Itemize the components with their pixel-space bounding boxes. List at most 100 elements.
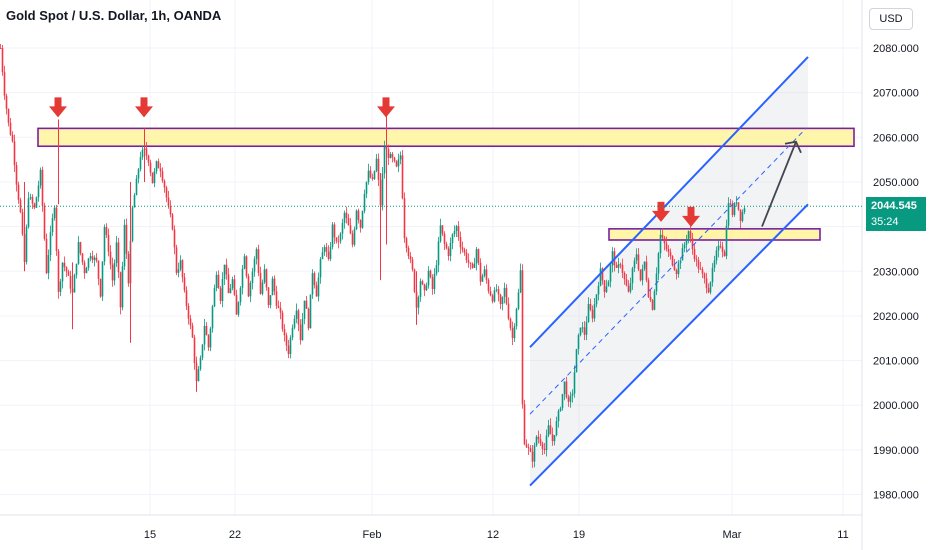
- candle-body: [697, 260, 700, 269]
- candle-body: [513, 326, 516, 339]
- candle-body: [403, 198, 406, 239]
- candle-body: [413, 269, 416, 292]
- candle-body: [553, 435, 556, 442]
- candle-body: [231, 279, 234, 289]
- candle-body: [51, 218, 54, 233]
- candle-body: [269, 295, 272, 306]
- candle-body: [125, 224, 128, 254]
- candle-body: [693, 249, 696, 260]
- candle-body: [363, 193, 366, 212]
- candle-body: [49, 232, 52, 256]
- candle-body: [687, 231, 690, 240]
- candle-body: [5, 95, 8, 109]
- candle-body: [743, 208, 746, 212]
- candle-body: [11, 134, 14, 142]
- candle-body: [657, 253, 660, 274]
- candle-body: [701, 269, 704, 274]
- candle-body: [581, 327, 584, 329]
- candle-body: [271, 278, 274, 296]
- candle-body: [265, 269, 268, 288]
- candle-body: [351, 233, 354, 245]
- channel-shade: [530, 56, 808, 486]
- candle-body: [727, 203, 730, 226]
- candle-body: [709, 282, 712, 293]
- candle-body: [257, 249, 260, 273]
- candle-body: [449, 242, 452, 256]
- candle-body: [77, 242, 80, 264]
- candle-body: [533, 445, 536, 462]
- projection-arrow-line: [761, 141, 797, 227]
- currency-button[interactable]: USD: [869, 8, 913, 30]
- y-tick-label: 2080.000: [873, 43, 919, 55]
- candle-body: [291, 327, 294, 338]
- candle-body: [577, 335, 580, 350]
- bar-countdown: 35:24: [871, 216, 899, 228]
- candle-body: [211, 306, 214, 329]
- candle-body: [357, 210, 360, 221]
- candle-body: [689, 231, 692, 239]
- candle-body: [187, 305, 190, 319]
- candle-body: [175, 247, 178, 273]
- candle-body: [89, 256, 92, 259]
- candle-body: [717, 245, 720, 251]
- candle-body: [451, 234, 454, 243]
- candle-body: [433, 273, 436, 290]
- candle-body: [441, 225, 444, 234]
- candle-body: [523, 404, 526, 445]
- down-arrow-marker-icon: [682, 206, 700, 227]
- candle-body: [83, 262, 86, 274]
- candle-body: [629, 283, 632, 292]
- candle-body: [273, 278, 276, 292]
- down-arrow-marker-icon: [652, 201, 670, 222]
- candle-body: [331, 224, 334, 247]
- candle-body: [567, 397, 570, 402]
- candle-body: [61, 262, 64, 282]
- candle-body: [481, 275, 484, 282]
- candle-body: [535, 436, 538, 446]
- candle-body: [47, 255, 50, 274]
- candle-body: [655, 273, 658, 292]
- candle-body: [41, 169, 44, 206]
- candle-body: [549, 425, 552, 435]
- candle-body: [423, 284, 426, 291]
- candle-body: [439, 225, 442, 242]
- candle-body: [163, 180, 166, 188]
- candle-body: [3, 72, 6, 96]
- candle-body: [591, 309, 594, 319]
- candle-body: [45, 238, 48, 274]
- candle-body: [301, 318, 304, 341]
- candle-body: [641, 268, 644, 281]
- down-arrow-marker-icon: [377, 97, 395, 118]
- candle-body: [249, 283, 252, 297]
- candle-body: [621, 264, 624, 273]
- candle-body: [667, 249, 670, 252]
- candle-body: [595, 294, 598, 305]
- candle-body: [517, 292, 520, 309]
- candle-body: [741, 211, 744, 221]
- candle-body: [505, 287, 508, 304]
- candle-body: [323, 247, 326, 253]
- down-arrow-marker-icon: [49, 97, 67, 118]
- candle-body: [337, 241, 340, 243]
- candle-body: [455, 226, 458, 232]
- candle-body: [327, 251, 330, 259]
- candle-body: [0, 48, 2, 49]
- candle-body: [339, 233, 342, 242]
- candle-body: [99, 278, 102, 297]
- candle-body: [139, 157, 142, 170]
- candle-body: [389, 153, 392, 159]
- candle-body: [421, 281, 424, 285]
- candle-body: [623, 272, 626, 280]
- candle-body: [217, 274, 220, 289]
- candle-body: [341, 222, 344, 234]
- candle-body: [691, 238, 694, 250]
- candle-body: [343, 212, 346, 223]
- candle-body: [105, 227, 108, 235]
- candle-body: [203, 325, 206, 345]
- candle-body: [277, 305, 280, 308]
- candle-body: [69, 275, 72, 289]
- candle-body: [491, 295, 494, 302]
- candle-body: [161, 171, 164, 181]
